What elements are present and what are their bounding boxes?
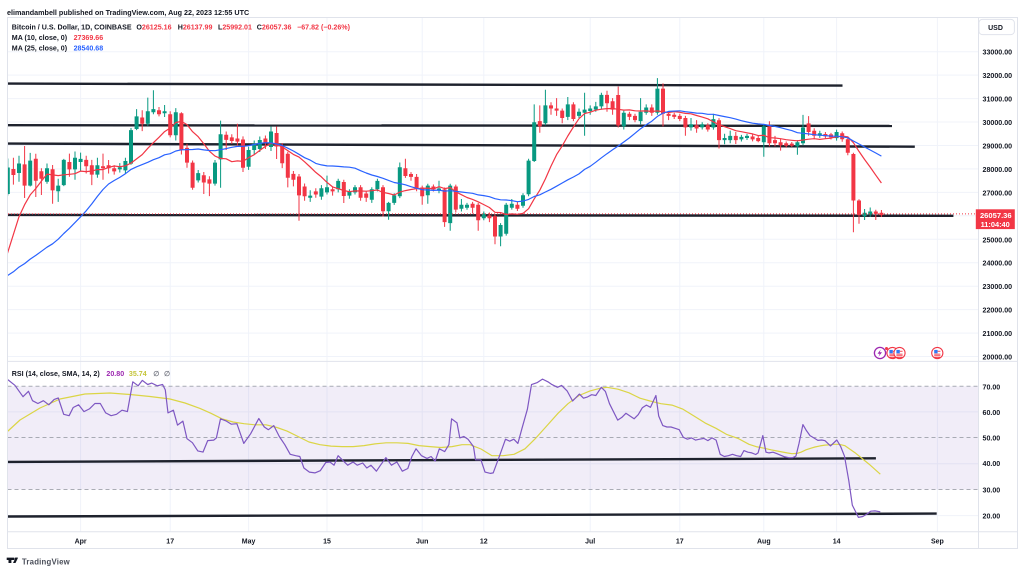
svg-text:25000.00: 25000.00 xyxy=(983,236,1013,244)
svg-text:20.00: 20.00 xyxy=(983,513,1001,521)
svg-text:20000.00: 20000.00 xyxy=(983,354,1013,362)
svg-text:32000.00: 32000.00 xyxy=(983,72,1013,80)
svg-text:Jun: Jun xyxy=(416,538,428,545)
svg-text:elimandambell published on Tra: elimandambell published on TradingView.c… xyxy=(7,8,249,17)
svg-text:21000.00: 21000.00 xyxy=(983,330,1013,338)
svg-text:26057.36: 26057.36 xyxy=(980,211,1012,220)
svg-text:Aug: Aug xyxy=(757,538,771,545)
svg-text:22000.00: 22000.00 xyxy=(983,307,1013,315)
svg-text:29000.00: 29000.00 xyxy=(983,143,1013,151)
svg-text:70.00: 70.00 xyxy=(983,383,1001,391)
svg-text:May: May xyxy=(242,538,256,545)
svg-text:MA (10, close, 0) 27369.66: MA (10, close, 0) 27369.66 xyxy=(12,34,103,42)
svg-text:15: 15 xyxy=(323,538,331,545)
svg-text:14: 14 xyxy=(833,538,841,545)
svg-text:RSI (14, close, SMA, 14, 2) 20: RSI (14, close, SMA, 14, 2) 20.80 35.74 … xyxy=(12,370,170,378)
svg-text:Jul: Jul xyxy=(585,538,595,545)
svg-text:24000.00: 24000.00 xyxy=(983,260,1013,268)
svg-text:30.00: 30.00 xyxy=(983,487,1001,495)
svg-text:27000.00: 27000.00 xyxy=(983,189,1013,197)
svg-text:30000.00: 30000.00 xyxy=(983,119,1013,127)
svg-text:17: 17 xyxy=(676,538,684,545)
svg-text:MA (25, close, 0) 28540.68: MA (25, close, 0) 28540.68 xyxy=(12,45,103,53)
svg-text:28000.00: 28000.00 xyxy=(983,166,1013,174)
svg-text:33000.00: 33000.00 xyxy=(983,49,1013,57)
svg-text:USD: USD xyxy=(988,25,1003,32)
svg-text:40.00: 40.00 xyxy=(983,460,1001,468)
svg-text:Sep: Sep xyxy=(931,538,944,545)
svg-text:Bitcoin / U.S. Dollar, 1D, COI: Bitcoin / U.S. Dollar, 1D, COINBASE O261… xyxy=(12,23,351,31)
svg-text:12: 12 xyxy=(480,538,488,545)
svg-text:11:04:40: 11:04:40 xyxy=(981,220,1010,229)
svg-text:Apr: Apr xyxy=(75,538,87,545)
svg-text:60.00: 60.00 xyxy=(983,409,1001,417)
svg-text:23000.00: 23000.00 xyxy=(983,283,1013,291)
svg-text:17: 17 xyxy=(166,538,174,545)
svg-text:TradingView: TradingView xyxy=(22,557,71,566)
svg-text:50.00: 50.00 xyxy=(983,435,1001,443)
svg-text:31000.00: 31000.00 xyxy=(983,96,1013,104)
